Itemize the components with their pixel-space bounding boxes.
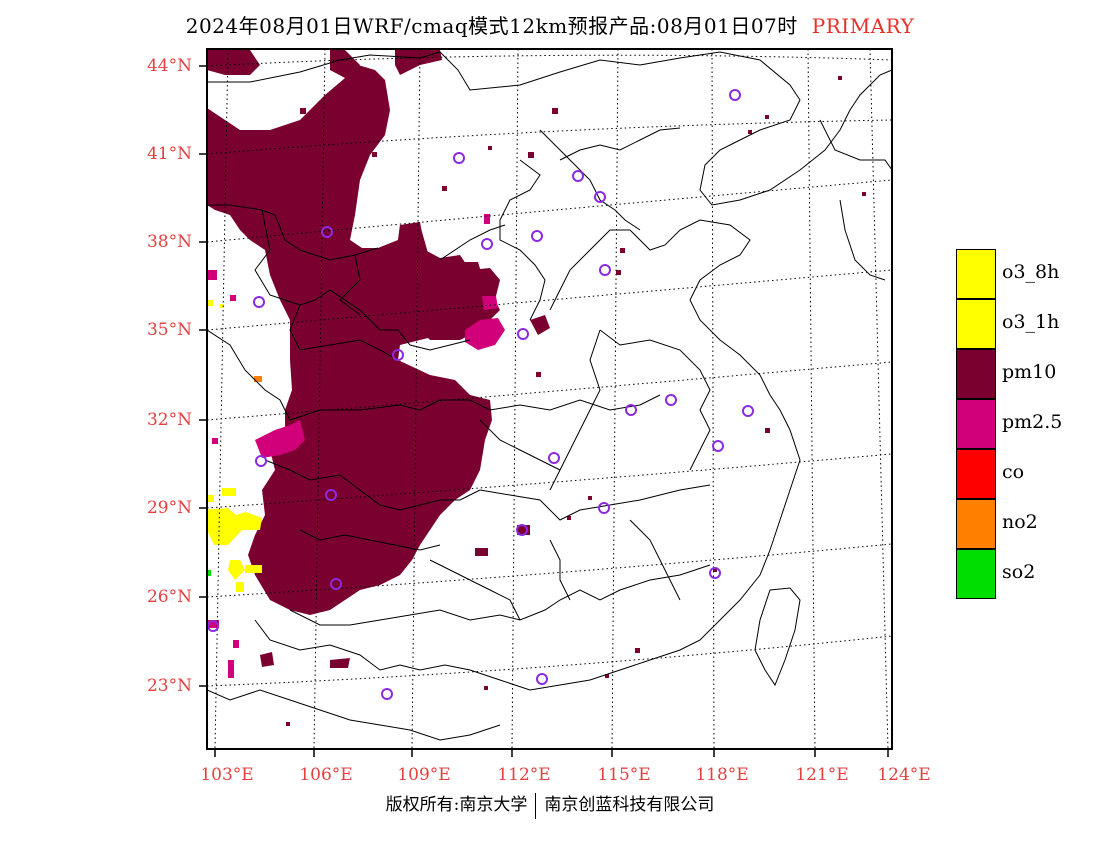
lon-label: 118°E <box>695 765 749 785</box>
legend-label: pm2.5 <box>1002 411 1063 433</box>
pm10-region <box>207 50 550 668</box>
legend-swatch <box>956 449 996 499</box>
legend-label: so2 <box>1002 561 1036 583</box>
legend-label: pm10 <box>1002 361 1057 383</box>
lat-label: 23°N <box>146 676 192 696</box>
lat-label: 26°N <box>146 587 192 607</box>
footer-left: 版权所有:南京大学 <box>385 795 528 815</box>
o3-region <box>207 300 262 592</box>
lat-label: 29°N <box>146 498 192 518</box>
title-tag: PRIMARY <box>811 14 915 38</box>
lon-label: 121°E <box>795 765 849 785</box>
title-text: 2024年08月01日WRF/cmaq模式12km预报产品:08月01日07时 <box>185 14 798 38</box>
map-title: 2024年08月01日WRF/cmaq模式12km预报产品:08月01日07时 P… <box>0 10 1100 39</box>
axis-ticks <box>199 65 889 757</box>
legend-label: no2 <box>1002 511 1038 533</box>
legend-swatch <box>956 499 996 549</box>
lon-label: 109°E <box>397 765 451 785</box>
legend-swatch <box>956 299 996 349</box>
lon-label: 103°E <box>200 765 254 785</box>
lon-label: 115°E <box>597 765 651 785</box>
station-markers <box>207 89 754 700</box>
pm10-specks <box>286 76 866 726</box>
lon-label: 106°E <box>299 765 353 785</box>
lon-label: 124°E <box>877 765 931 785</box>
legend-label: o3_8h <box>1002 261 1060 283</box>
province-boundaries <box>207 51 892 741</box>
map-frame <box>206 48 893 750</box>
legend-swatch <box>956 399 996 449</box>
lat-label: 38°N <box>146 232 192 252</box>
footer-right: 南京创蓝科技有限公司 <box>544 795 715 815</box>
copyright-footer: 版权所有:南京大学 南京创蓝科技有限公司 <box>0 790 1100 819</box>
legend-swatch <box>956 249 996 299</box>
lat-lon-grid <box>207 49 892 749</box>
footer-divider <box>535 792 537 819</box>
lat-label: 32°N <box>146 410 192 430</box>
lat-label: 41°N <box>146 144 192 164</box>
legend-swatch <box>956 549 996 599</box>
lon-label: 112°E <box>497 765 551 785</box>
legend-label: co <box>1002 461 1025 483</box>
legend-label: o3_1h <box>1002 311 1060 333</box>
lat-label: 35°N <box>146 320 192 340</box>
legend-swatch <box>956 349 996 399</box>
lat-label: 44°N <box>146 56 192 76</box>
